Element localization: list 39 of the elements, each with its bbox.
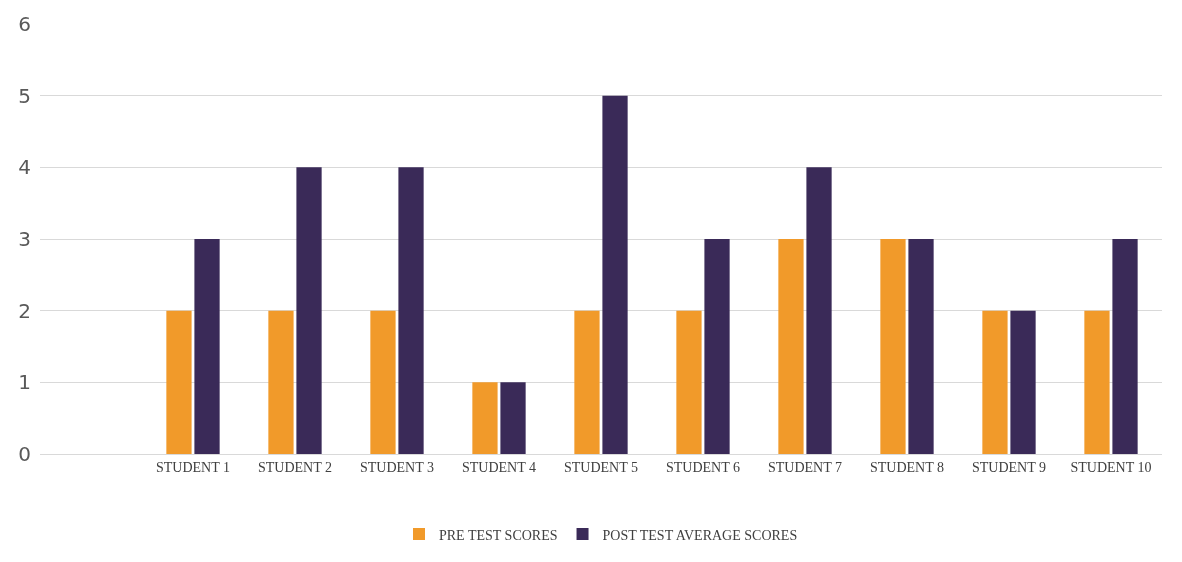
legend-label: PRE TEST SCORES <box>439 527 558 543</box>
bar <box>982 310 1008 454</box>
bar <box>1010 310 1036 454</box>
bar <box>1084 310 1110 454</box>
bar <box>908 239 934 454</box>
x-tick-label: STUDENT 10 <box>1070 459 1152 475</box>
x-tick-label: STUDENT 4 <box>461 459 537 475</box>
x-tick-label: STUDENT 5 <box>563 459 639 475</box>
x-tick-label: STUDENT 6 <box>665 459 741 475</box>
x-tick-label: STUDENT 3 <box>359 459 435 475</box>
bar <box>370 310 396 454</box>
bar <box>296 167 322 454</box>
bar <box>602 95 628 454</box>
bar <box>398 167 424 454</box>
x-tick-label: STUDENT 8 <box>869 459 945 475</box>
y-tick-label: 4 <box>18 155 31 180</box>
bar <box>166 310 192 454</box>
bar <box>500 382 526 454</box>
bar <box>880 239 906 454</box>
bar <box>704 239 730 454</box>
bar <box>778 239 804 454</box>
y-tick-label: 6 <box>18 12 31 36</box>
legend-label: POST TEST AVERAGE SCORES <box>602 527 798 543</box>
y-tick-label: 5 <box>18 83 31 108</box>
y-tick-label: 3 <box>18 227 31 251</box>
x-tick-label: STUDENT 2 <box>257 459 333 475</box>
bar <box>676 310 702 454</box>
bar <box>194 239 220 454</box>
x-tick-label: STUDENT 7 <box>767 459 843 475</box>
bar <box>472 382 498 454</box>
bar <box>806 167 832 454</box>
y-tick-label: 2 <box>18 298 31 323</box>
bar <box>268 310 294 454</box>
y-tick-label: 1 <box>18 370 31 395</box>
bar <box>1112 239 1138 454</box>
bar <box>574 310 600 454</box>
x-tick-label: STUDENT 9 <box>971 459 1047 475</box>
x-tick-label: STUDENT 1 <box>155 459 231 475</box>
y-tick-label: 0 <box>18 442 31 466</box>
